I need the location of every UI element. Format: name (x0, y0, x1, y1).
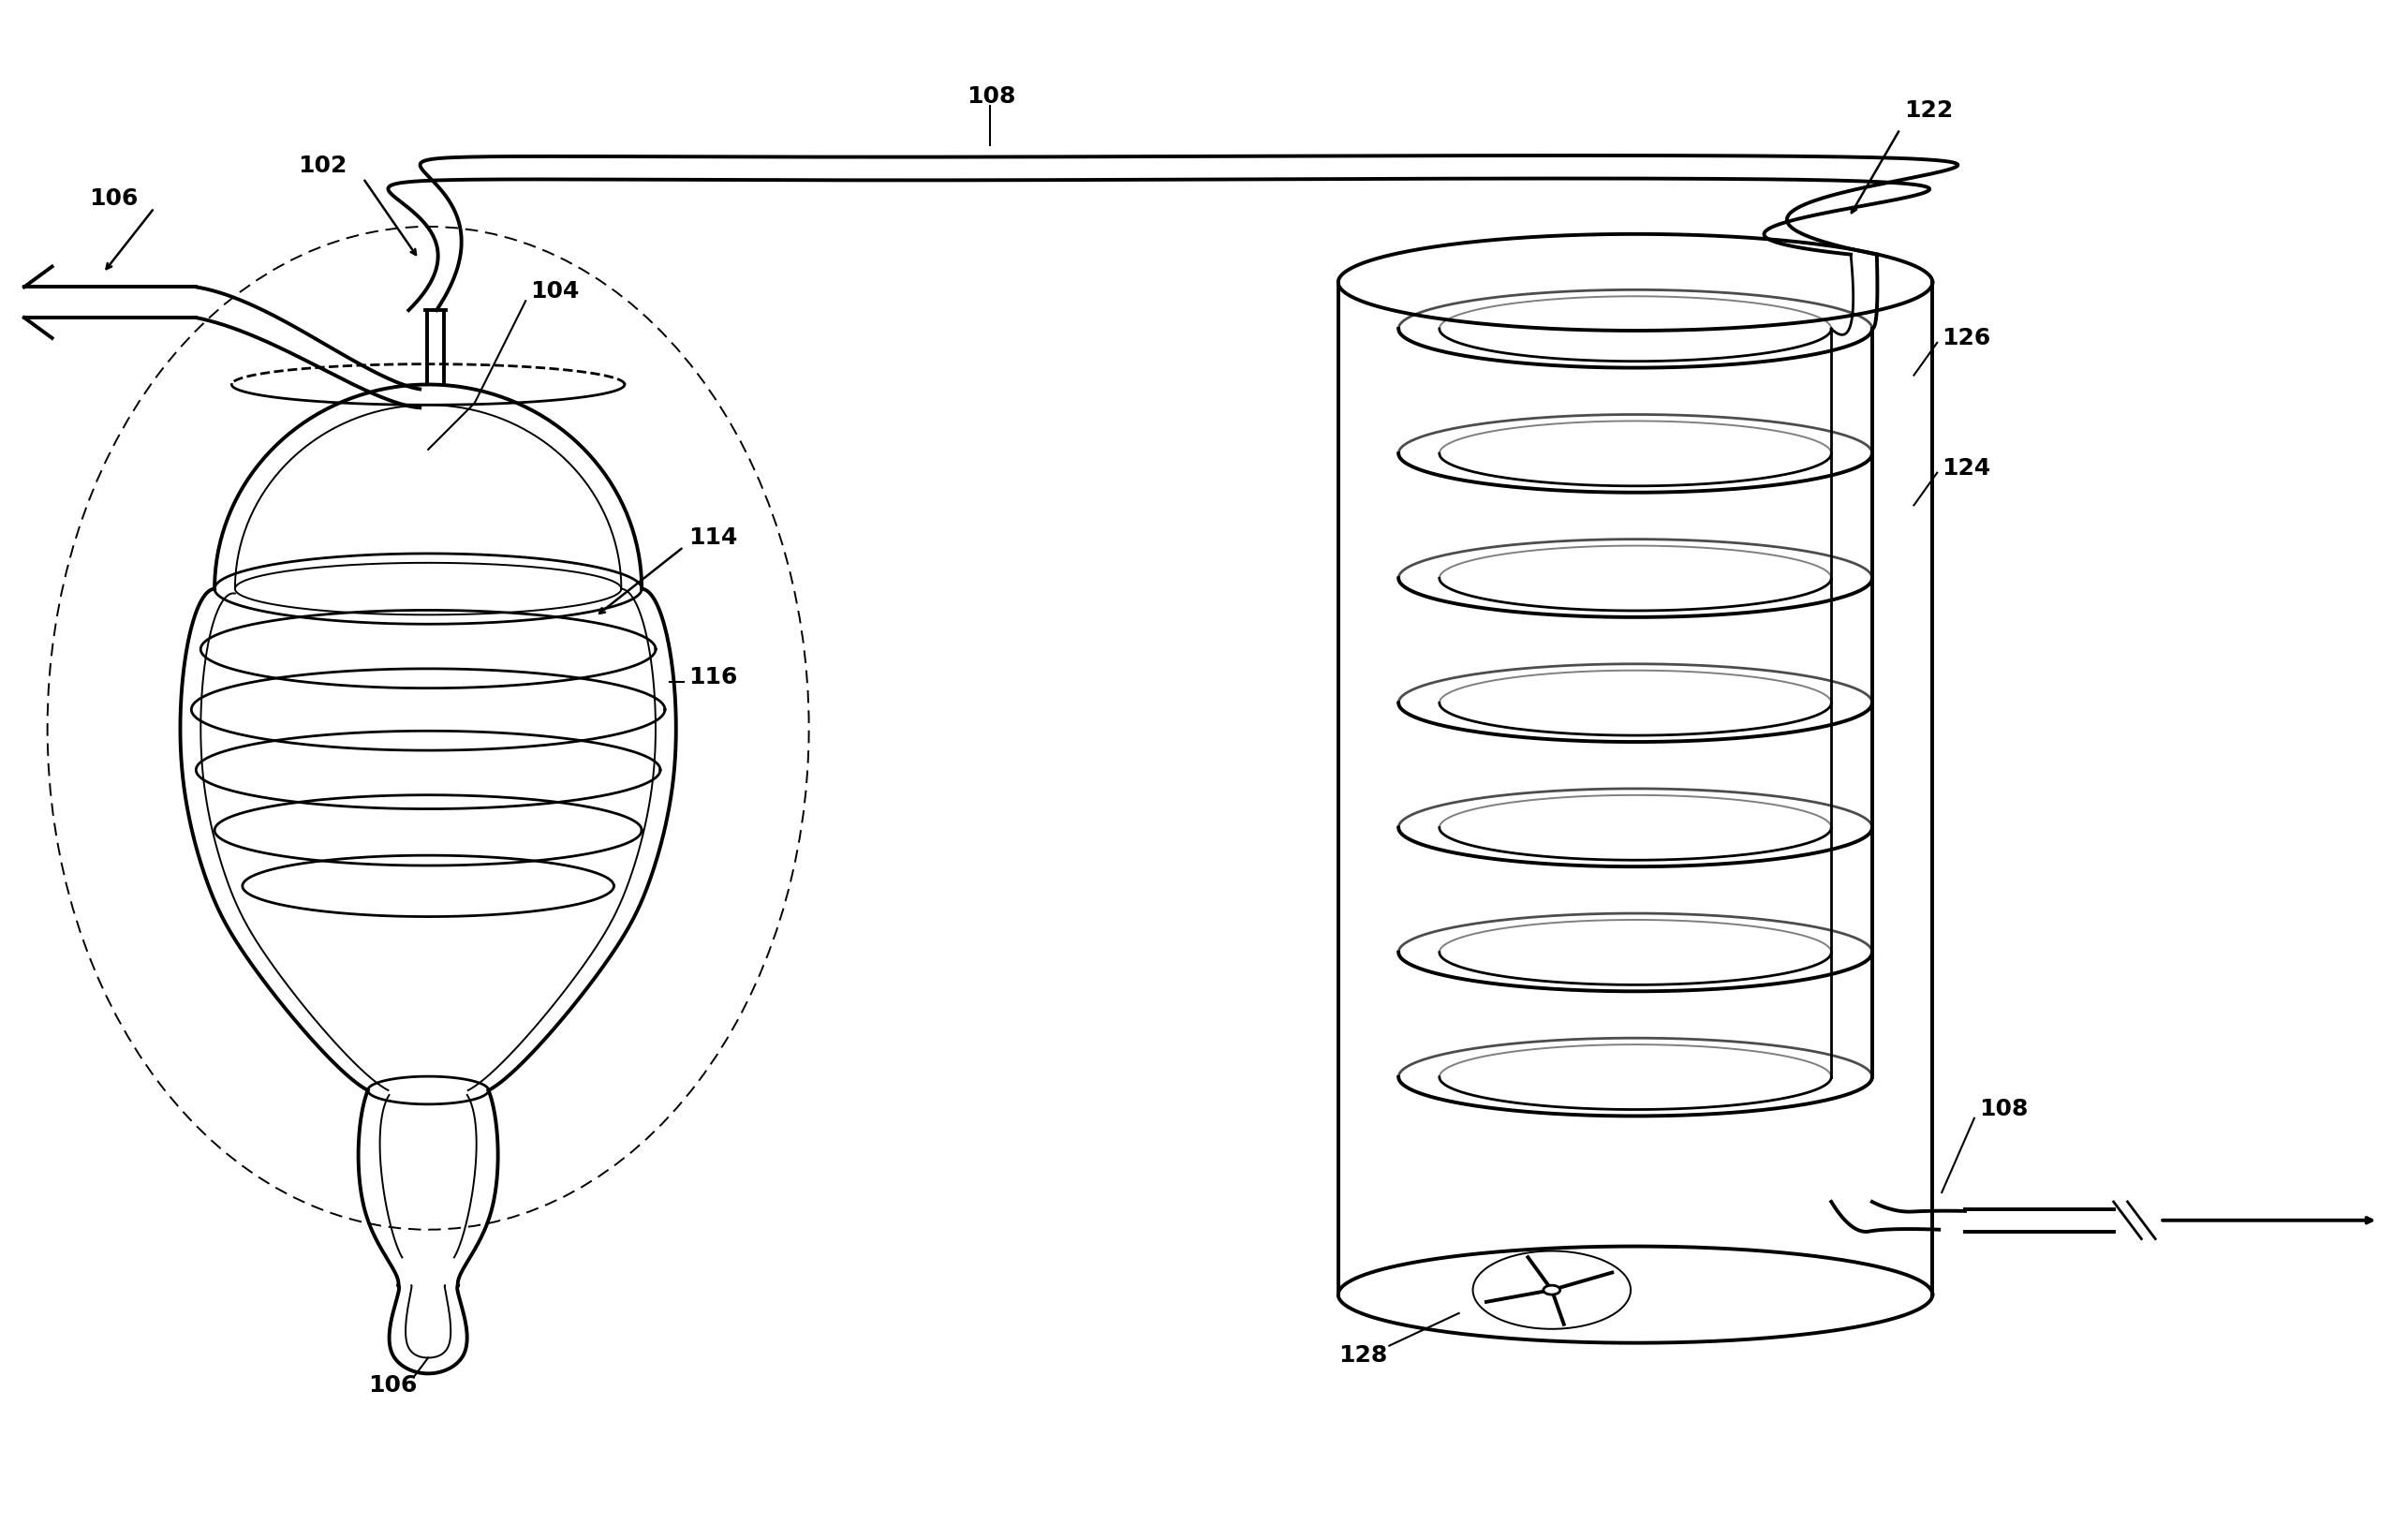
Text: 114: 114 (689, 526, 737, 549)
Text: 126: 126 (1941, 326, 1991, 349)
Text: 122: 122 (1905, 99, 1953, 122)
Text: 124: 124 (1941, 457, 1991, 480)
Ellipse shape (1544, 1285, 1560, 1294)
Text: 106: 106 (368, 1375, 417, 1398)
Text: 116: 116 (689, 666, 737, 689)
Text: 104: 104 (530, 280, 580, 303)
Text: 102: 102 (299, 155, 347, 177)
Text: 108: 108 (966, 85, 1016, 108)
Text: 106: 106 (89, 187, 137, 210)
Text: 128: 128 (1339, 1344, 1387, 1366)
Text: 108: 108 (1979, 1097, 2028, 1120)
